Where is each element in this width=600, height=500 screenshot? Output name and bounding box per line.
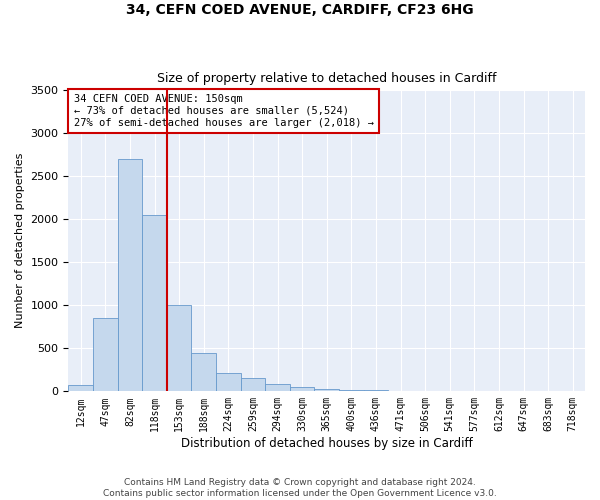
- Bar: [241, 378, 265, 392]
- Bar: [314, 388, 339, 392]
- Bar: [142, 214, 167, 392]
- Title: Size of property relative to detached houses in Cardiff: Size of property relative to detached ho…: [157, 72, 496, 85]
- Text: Contains HM Land Registry data © Crown copyright and database right 2024.
Contai: Contains HM Land Registry data © Crown c…: [103, 478, 497, 498]
- Y-axis label: Number of detached properties: Number of detached properties: [15, 153, 25, 328]
- Bar: [167, 305, 191, 392]
- Bar: [339, 390, 364, 392]
- Bar: [191, 352, 216, 392]
- Text: 34 CEFN COED AVENUE: 150sqm
← 73% of detached houses are smaller (5,524)
27% of : 34 CEFN COED AVENUE: 150sqm ← 73% of det…: [74, 94, 374, 128]
- Bar: [216, 373, 241, 392]
- Bar: [68, 385, 93, 392]
- Text: 34, CEFN COED AVENUE, CARDIFF, CF23 6HG: 34, CEFN COED AVENUE, CARDIFF, CF23 6HG: [126, 2, 474, 16]
- Bar: [364, 390, 388, 392]
- Bar: [118, 158, 142, 392]
- Bar: [290, 387, 314, 392]
- Bar: [93, 318, 118, 392]
- X-axis label: Distribution of detached houses by size in Cardiff: Distribution of detached houses by size …: [181, 437, 473, 450]
- Bar: [265, 384, 290, 392]
